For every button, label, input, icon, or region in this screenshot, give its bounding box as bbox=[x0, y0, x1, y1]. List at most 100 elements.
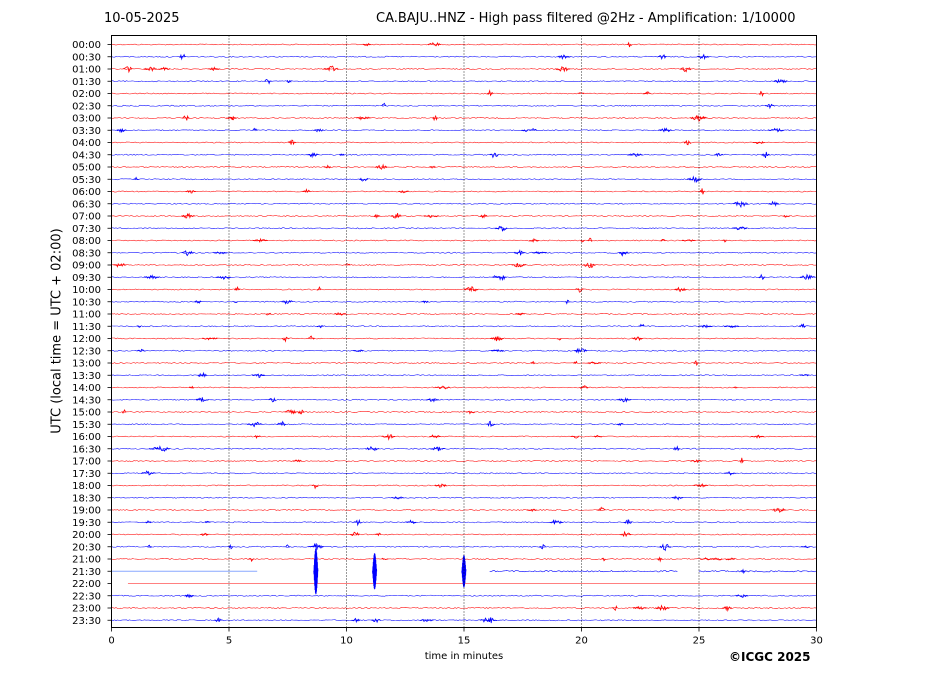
trace-row bbox=[111, 604, 817, 613]
plot-frame bbox=[111, 35, 817, 628]
row-label: 13:00 bbox=[72, 359, 101, 370]
trace-row bbox=[111, 163, 817, 170]
trace-row bbox=[111, 396, 817, 403]
trace-row bbox=[111, 433, 817, 441]
trace-row bbox=[111, 262, 817, 269]
row-label: 16:30 bbox=[72, 444, 101, 455]
row-label: 22:00 bbox=[72, 579, 101, 590]
trace-row bbox=[111, 175, 817, 184]
trace-row bbox=[111, 188, 817, 195]
trace-row bbox=[111, 299, 817, 305]
row-label: 21:30 bbox=[72, 567, 101, 578]
row-label: 23:30 bbox=[72, 616, 101, 627]
x-axis-label: time in minutes bbox=[424, 651, 504, 662]
row-label: 11:00 bbox=[72, 310, 101, 321]
row-label: 08:30 bbox=[72, 248, 101, 259]
trace-row bbox=[111, 151, 817, 159]
row-label: 18:00 bbox=[72, 481, 101, 492]
row-label: 09:00 bbox=[72, 261, 101, 272]
row-label: 00:30 bbox=[72, 52, 101, 63]
trace-row bbox=[111, 139, 817, 146]
trace-row bbox=[111, 457, 817, 464]
row-label: 17:00 bbox=[72, 457, 101, 468]
row-label: 04:00 bbox=[72, 138, 101, 149]
row-label: 12:00 bbox=[72, 334, 101, 345]
x-tick-label: 25 bbox=[693, 636, 706, 647]
row-label: 08:00 bbox=[72, 236, 101, 247]
trace-row bbox=[111, 114, 817, 122]
row-label: 10:00 bbox=[72, 285, 101, 296]
row-label: 02:30 bbox=[72, 101, 101, 112]
row-label: 14:00 bbox=[72, 383, 101, 394]
trace-row bbox=[111, 249, 817, 257]
trace-row bbox=[111, 323, 817, 329]
row-label: 19:30 bbox=[72, 518, 101, 529]
row-label: 23:00 bbox=[72, 604, 101, 615]
trace-row bbox=[111, 470, 817, 476]
row-label: 05:30 bbox=[72, 175, 101, 186]
row-label: 17:30 bbox=[72, 469, 101, 480]
row-label: 20:30 bbox=[72, 542, 101, 553]
event-spike bbox=[372, 553, 378, 590]
x-tick-label: 0 bbox=[108, 636, 114, 647]
row-label: 01:30 bbox=[72, 77, 101, 88]
row-label: 02:00 bbox=[72, 89, 101, 100]
trace-row bbox=[111, 385, 817, 390]
trace-row bbox=[111, 445, 817, 453]
copyright-label: ©ICGC 2025 bbox=[729, 650, 811, 664]
row-label: 07:00 bbox=[72, 212, 101, 223]
row-label: 04:30 bbox=[72, 150, 101, 161]
trace-row bbox=[111, 347, 817, 354]
trace-row bbox=[111, 102, 817, 110]
trace-row bbox=[111, 273, 817, 282]
row-label: 22:30 bbox=[72, 591, 101, 602]
trace-row bbox=[111, 285, 817, 293]
trace-row bbox=[111, 335, 817, 343]
row-label: 06:30 bbox=[72, 199, 101, 210]
row-label: 00:00 bbox=[72, 40, 101, 51]
row-label: 03:30 bbox=[72, 126, 101, 137]
trace-row bbox=[111, 41, 817, 48]
trace-row bbox=[111, 408, 817, 415]
row-label: 14:30 bbox=[72, 395, 101, 406]
trace-row bbox=[111, 127, 817, 134]
row-label: 06:00 bbox=[72, 187, 101, 198]
row-label: 11:30 bbox=[72, 322, 101, 333]
event-spike bbox=[313, 548, 319, 595]
trace-row bbox=[111, 420, 817, 428]
x-tick-label: 20 bbox=[575, 636, 588, 647]
trace-row bbox=[111, 312, 817, 316]
chart-title: CA.BAJU..HNZ - High pass filtered @2Hz -… bbox=[376, 11, 796, 26]
row-label: 13:30 bbox=[72, 371, 101, 382]
row-label: 05:00 bbox=[72, 163, 101, 174]
traces-group bbox=[111, 41, 817, 624]
event-spike bbox=[461, 555, 467, 588]
date-label: 10-05-2025 bbox=[104, 11, 180, 26]
row-label: 20:00 bbox=[72, 530, 101, 541]
row-label: 12:30 bbox=[72, 346, 101, 357]
row-label: 19:00 bbox=[72, 506, 101, 517]
row-label: 07:30 bbox=[72, 224, 101, 235]
x-tick-label: 10 bbox=[340, 636, 353, 647]
row-label: 18:30 bbox=[72, 493, 101, 504]
trace-row bbox=[111, 593, 817, 599]
trace-row bbox=[111, 371, 817, 379]
trace-row bbox=[111, 568, 817, 575]
x-ticks-group: 0 5 10 15 20 25 30 bbox=[108, 627, 823, 647]
row-label: 21:00 bbox=[72, 555, 101, 566]
row-label: 15:00 bbox=[72, 408, 101, 419]
row-label: 01:00 bbox=[72, 65, 101, 76]
row-label: 15:30 bbox=[72, 420, 101, 431]
x-tick-label: 30 bbox=[810, 636, 823, 647]
grid-group bbox=[107, 35, 700, 628]
x-tick-label: 5 bbox=[226, 636, 232, 647]
row-label: 03:00 bbox=[72, 114, 101, 125]
row-label: 09:30 bbox=[72, 273, 101, 284]
row-label: 16:00 bbox=[72, 432, 101, 443]
row-label: 10:30 bbox=[72, 297, 101, 308]
trace-row bbox=[111, 483, 817, 490]
x-tick-label: 15 bbox=[458, 636, 471, 647]
